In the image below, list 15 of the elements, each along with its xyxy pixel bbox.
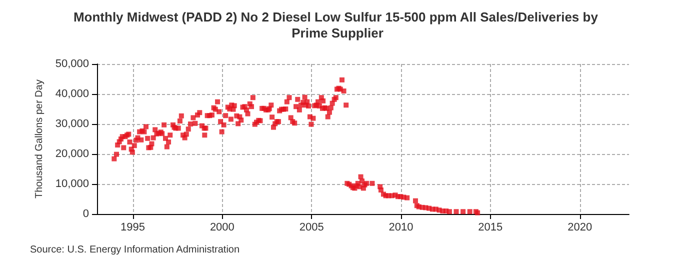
chart-title: Monthly Midwest (PADD 2) No 2 Diesel Low Sulfur 15-500 ppm All Sales/Deliveries by Prime Supplier bbox=[73, 10, 602, 40]
y-tick-label: 50,000 bbox=[55, 58, 89, 70]
y-tick-label: 0 bbox=[82, 208, 89, 220]
x-tick-label: 2010 bbox=[388, 222, 414, 234]
source-note: Source: U.S. Energy Information Administration bbox=[30, 244, 240, 256]
x-tick-label: 2015 bbox=[478, 222, 503, 234]
x-tick-label: 2000 bbox=[210, 222, 234, 234]
y-tick-label: 10,000 bbox=[55, 178, 89, 190]
y-tick-label: 30,000 bbox=[55, 118, 89, 130]
x-tick-label: 1995 bbox=[120, 222, 146, 234]
x-tick-label: 2020 bbox=[568, 222, 592, 234]
y-axis-title: Thousand Gallons per Day bbox=[34, 80, 45, 198]
y-tick-label: 20,000 bbox=[55, 148, 89, 160]
y-tick-label: 40,000 bbox=[55, 88, 89, 100]
x-tick-label: 2005 bbox=[299, 222, 324, 234]
